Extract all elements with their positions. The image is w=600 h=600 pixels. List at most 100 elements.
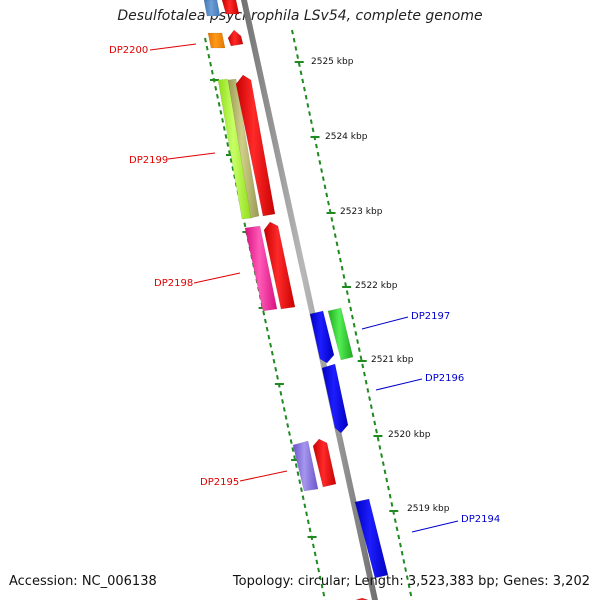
outer-ring-dot [309,119,313,124]
inner-ring-dot [222,126,226,131]
outer-ring-dot [351,314,354,320]
inner-ring-dot [293,455,297,460]
inner-ring-dot [303,503,307,509]
outer-ring-dot [303,86,306,92]
gene-leader-line [167,152,216,160]
inner-ring-dot [315,559,319,565]
outer-ring-dot [376,436,380,442]
inner-ring-dot [224,134,228,139]
inner-ring-dot [300,487,303,493]
outer-ring-dot [366,388,370,393]
gene-label: DP2195 [200,477,239,488]
outer-ring-dot [364,379,368,385]
inner-ring-dot [276,374,279,380]
gene-label: DP2199 [129,155,168,166]
gene-label: DP2197 [411,311,450,322]
outer-ring-dot [308,111,312,116]
outer-ring-dot [359,355,363,361]
inner-ring-dot [305,511,309,517]
gene-label: DP2196 [425,373,464,384]
genome-summary-label: Topology: circular; Length: 3,523,383 bp… [232,574,590,589]
outer-ring-dot [335,241,339,247]
outer-ring-dot [291,29,294,35]
outer-ring-dot [299,70,303,76]
inner-ring-dot [233,174,237,179]
outer-ring-dot [354,331,358,336]
outer-ring-dot [357,347,361,352]
inner-ring-dot [207,53,211,59]
outer-ring-dot [375,428,378,434]
outer-ring-dot [340,265,344,271]
outer-ring-dot [371,412,375,418]
outer-ring-dot [383,469,387,475]
inner-ring-dot [231,166,235,171]
gene-arrow-red-dp2200 [227,29,244,47]
gene-arrow-dp2196 [321,363,349,434]
outer-ring-dot [315,143,318,149]
inner-ring-dot [262,310,266,316]
outer-ring-dot [320,168,324,173]
ruler-label: 2525 kbp [311,57,354,67]
outer-ring-dot [373,420,377,426]
outer-ring-dot [390,502,394,507]
gene-label: DP2194 [461,514,500,525]
inner-ring-dot [294,463,298,468]
inner-ring-dot [301,495,305,501]
inner-ring-dot [274,366,278,372]
outer-ring-dot [344,282,348,287]
inner-ring-dot [289,439,293,444]
ruler-label: 2519 kbp [407,504,450,514]
outer-ring-dot [402,559,406,564]
inner-ring-dot [264,318,267,324]
gene-label: DP2198 [154,278,193,289]
outer-ring-dot [363,371,366,377]
ruler-label: 2523 kbp [340,207,383,217]
outer-ring-dot [332,225,336,230]
outer-ring-dot [294,46,298,51]
inner-ring-dot [226,142,230,147]
outer-ring-dot [361,363,365,369]
outer-ring-dot [316,151,320,157]
outer-ring-dot [301,78,305,84]
gene-arrow-red-dp2195 [312,438,337,488]
outer-ring-dot [378,445,382,450]
inner-ring-dot [306,519,310,525]
gene-arrow-red-dp2199 [235,74,276,217]
inner-ring-dot [272,358,276,364]
outer-ring-dot [393,518,397,523]
inner-ring-dot [296,471,300,476]
outer-ring-dot [380,453,384,458]
gene-leader-line [411,520,459,533]
outer-ring-dot [352,322,356,328]
inner-ring-dot [322,591,326,597]
ruler-label: 2521 kbp [371,355,414,365]
gene-leader-line [239,470,288,482]
inner-ring-dot [270,350,274,356]
outer-ring-dot [296,54,300,59]
outer-ring-dot [327,200,330,206]
outer-ring-dot [381,461,385,466]
outer-ring-dot [292,37,296,43]
outer-ring-dot [407,583,411,589]
outer-ring-dot [368,396,372,401]
outer-ring-dot [304,94,308,100]
gene-label: DP2200 [109,45,148,56]
ruler-label: 2522 kbp [355,281,398,291]
inner-ring-dot [291,447,295,452]
outer-ring-dot [347,298,351,304]
inner-ring-dot [308,527,312,533]
outer-ring-dot [321,176,325,181]
gene-arrow-dp2200 [207,32,226,49]
inner-ring-dot [269,342,273,348]
inner-ring-dot [219,110,223,115]
accession-label: Accession: NC_006138 [9,574,157,589]
outer-ring-dot [311,127,315,133]
outer-ring-dot [349,306,353,312]
outer-ring-dot [330,217,334,222]
outer-ring-dot [337,249,341,255]
inner-ring-dot [205,45,209,51]
outer-ring-dot [318,160,322,165]
gene-arrow-dp2194 [354,498,389,579]
gene-leader-line [193,272,241,284]
